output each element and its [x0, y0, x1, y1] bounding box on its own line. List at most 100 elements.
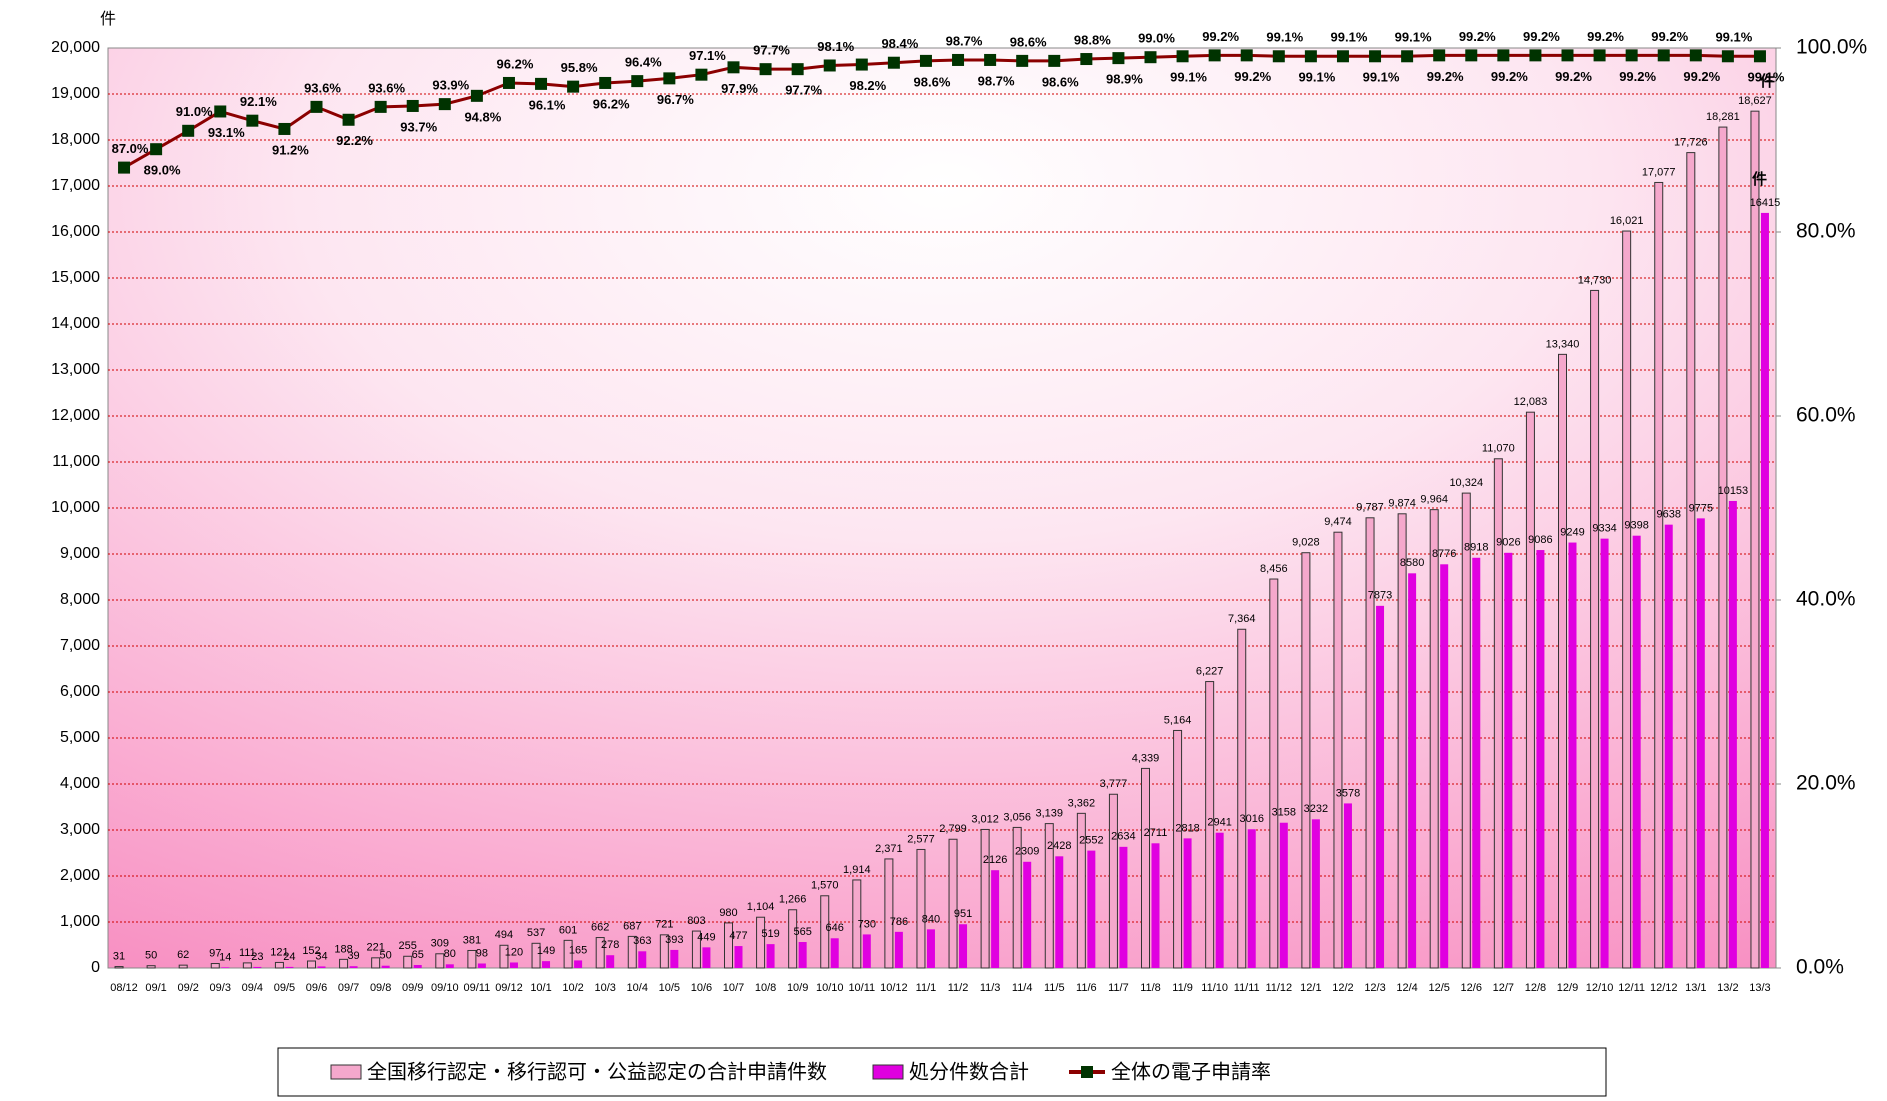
line-marker — [278, 122, 291, 135]
bar — [1044, 823, 1054, 969]
y2-tick-label: 20.0% — [1796, 772, 1856, 795]
data-label: 363 — [633, 935, 651, 947]
bar — [1664, 524, 1673, 968]
line-marker — [1433, 49, 1446, 62]
bar — [1205, 681, 1215, 969]
data-label: 221 — [366, 942, 384, 954]
data-label: 494 — [495, 929, 513, 941]
bar — [1408, 573, 1417, 968]
legend-swatch — [330, 1064, 362, 1080]
data-label: 5,164 — [1164, 714, 1192, 726]
data-label: 93.6% — [304, 80, 341, 95]
data-label: 2818 — [1175, 822, 1199, 834]
bar — [1279, 822, 1288, 968]
x-tick-label: 12/4 — [1396, 982, 1417, 994]
x-tick-label: 11/9 — [1172, 982, 1193, 994]
y-tick-label: 8,000 — [60, 591, 100, 608]
data-label: 2634 — [1111, 831, 1135, 843]
x-tick-label: 12/1 — [1300, 982, 1321, 994]
annotation: 件 — [1752, 170, 1767, 188]
y2-tick-label: 0.0% — [1796, 956, 1844, 979]
data-label: 97.1% — [689, 48, 726, 63]
x-tick-label: 10/1 — [530, 982, 551, 994]
line-marker — [118, 161, 131, 174]
line-marker — [695, 68, 708, 81]
legend — [277, 1047, 1607, 1097]
x-tick-label: 09/8 — [370, 982, 391, 994]
x-tick-label: 11/8 — [1140, 982, 1161, 994]
data-label: 662 — [591, 921, 609, 933]
x-tick-label: 09/12 — [495, 982, 523, 994]
y-tick-label: 16,000 — [51, 223, 100, 240]
data-label: 96.1% — [529, 97, 566, 112]
data-label: 2428 — [1047, 840, 1071, 852]
bar — [1472, 557, 1481, 968]
data-label: 9249 — [1560, 526, 1584, 538]
line-marker — [1336, 50, 1349, 63]
x-tick-label: 12/2 — [1332, 982, 1353, 994]
bar — [1247, 829, 1256, 968]
bar — [702, 947, 711, 968]
data-label: 255 — [399, 940, 417, 952]
bar — [894, 931, 903, 968]
data-label: 17,726 — [1674, 137, 1708, 149]
data-label: 99.2% — [1234, 69, 1271, 84]
line-marker — [310, 100, 323, 113]
y-tick-label: 2,000 — [60, 867, 100, 884]
line-marker — [535, 77, 548, 90]
data-label: 99.2% — [1427, 69, 1464, 84]
data-label: 381 — [463, 934, 481, 946]
bar — [852, 879, 862, 969]
line-marker — [214, 105, 227, 118]
bar — [1493, 458, 1503, 969]
x-tick-label: 12/12 — [1650, 982, 1678, 994]
line-marker — [470, 89, 483, 102]
data-label: 96.2% — [497, 56, 534, 71]
data-label: 91.0% — [176, 104, 213, 119]
bar — [1632, 535, 1641, 968]
bar — [627, 935, 637, 969]
bar — [1397, 513, 1407, 969]
data-label: 18,281 — [1706, 111, 1740, 123]
line-marker — [823, 59, 836, 72]
data-label: 3,777 — [1100, 778, 1128, 790]
data-label: 3,139 — [1036, 808, 1064, 820]
bar — [980, 828, 990, 969]
data-label: 3,362 — [1068, 797, 1096, 809]
x-tick-label: 11/1 — [916, 982, 937, 994]
bar — [1343, 803, 1352, 968]
data-label: 91.2% — [272, 142, 309, 157]
bar — [948, 838, 958, 969]
data-label: 93.9% — [432, 78, 469, 93]
bar — [916, 848, 926, 969]
data-label: 98.9% — [1106, 72, 1143, 87]
data-label: 9,787 — [1356, 502, 1384, 514]
data-label: 9334 — [1592, 523, 1616, 535]
x-tick-label: 13/1 — [1685, 982, 1706, 994]
data-label: 149 — [537, 945, 555, 957]
y2-tick-label: 40.0% — [1796, 588, 1856, 611]
data-label: 3232 — [1304, 803, 1328, 815]
line-marker — [1689, 49, 1702, 62]
bar — [1718, 126, 1728, 969]
line-marker — [438, 98, 451, 111]
data-label: 8918 — [1464, 542, 1488, 554]
x-tick-label: 09/10 — [431, 982, 459, 994]
bar — [788, 909, 798, 969]
line-marker — [1465, 49, 1478, 62]
data-label: 17,077 — [1642, 166, 1676, 178]
bar — [756, 916, 766, 969]
data-label: 120 — [505, 946, 523, 958]
x-tick-label: 12/6 — [1461, 982, 1482, 994]
bar — [509, 962, 518, 968]
bar — [820, 895, 830, 969]
line-marker — [374, 100, 387, 113]
data-label: 98.4% — [881, 36, 918, 51]
data-label: 188 — [334, 943, 352, 955]
data-label: 99.1% — [1748, 70, 1785, 85]
line-marker — [952, 53, 965, 66]
data-label: 9,874 — [1388, 498, 1416, 510]
data-label: 99.1% — [1298, 70, 1335, 85]
bar — [798, 942, 807, 968]
